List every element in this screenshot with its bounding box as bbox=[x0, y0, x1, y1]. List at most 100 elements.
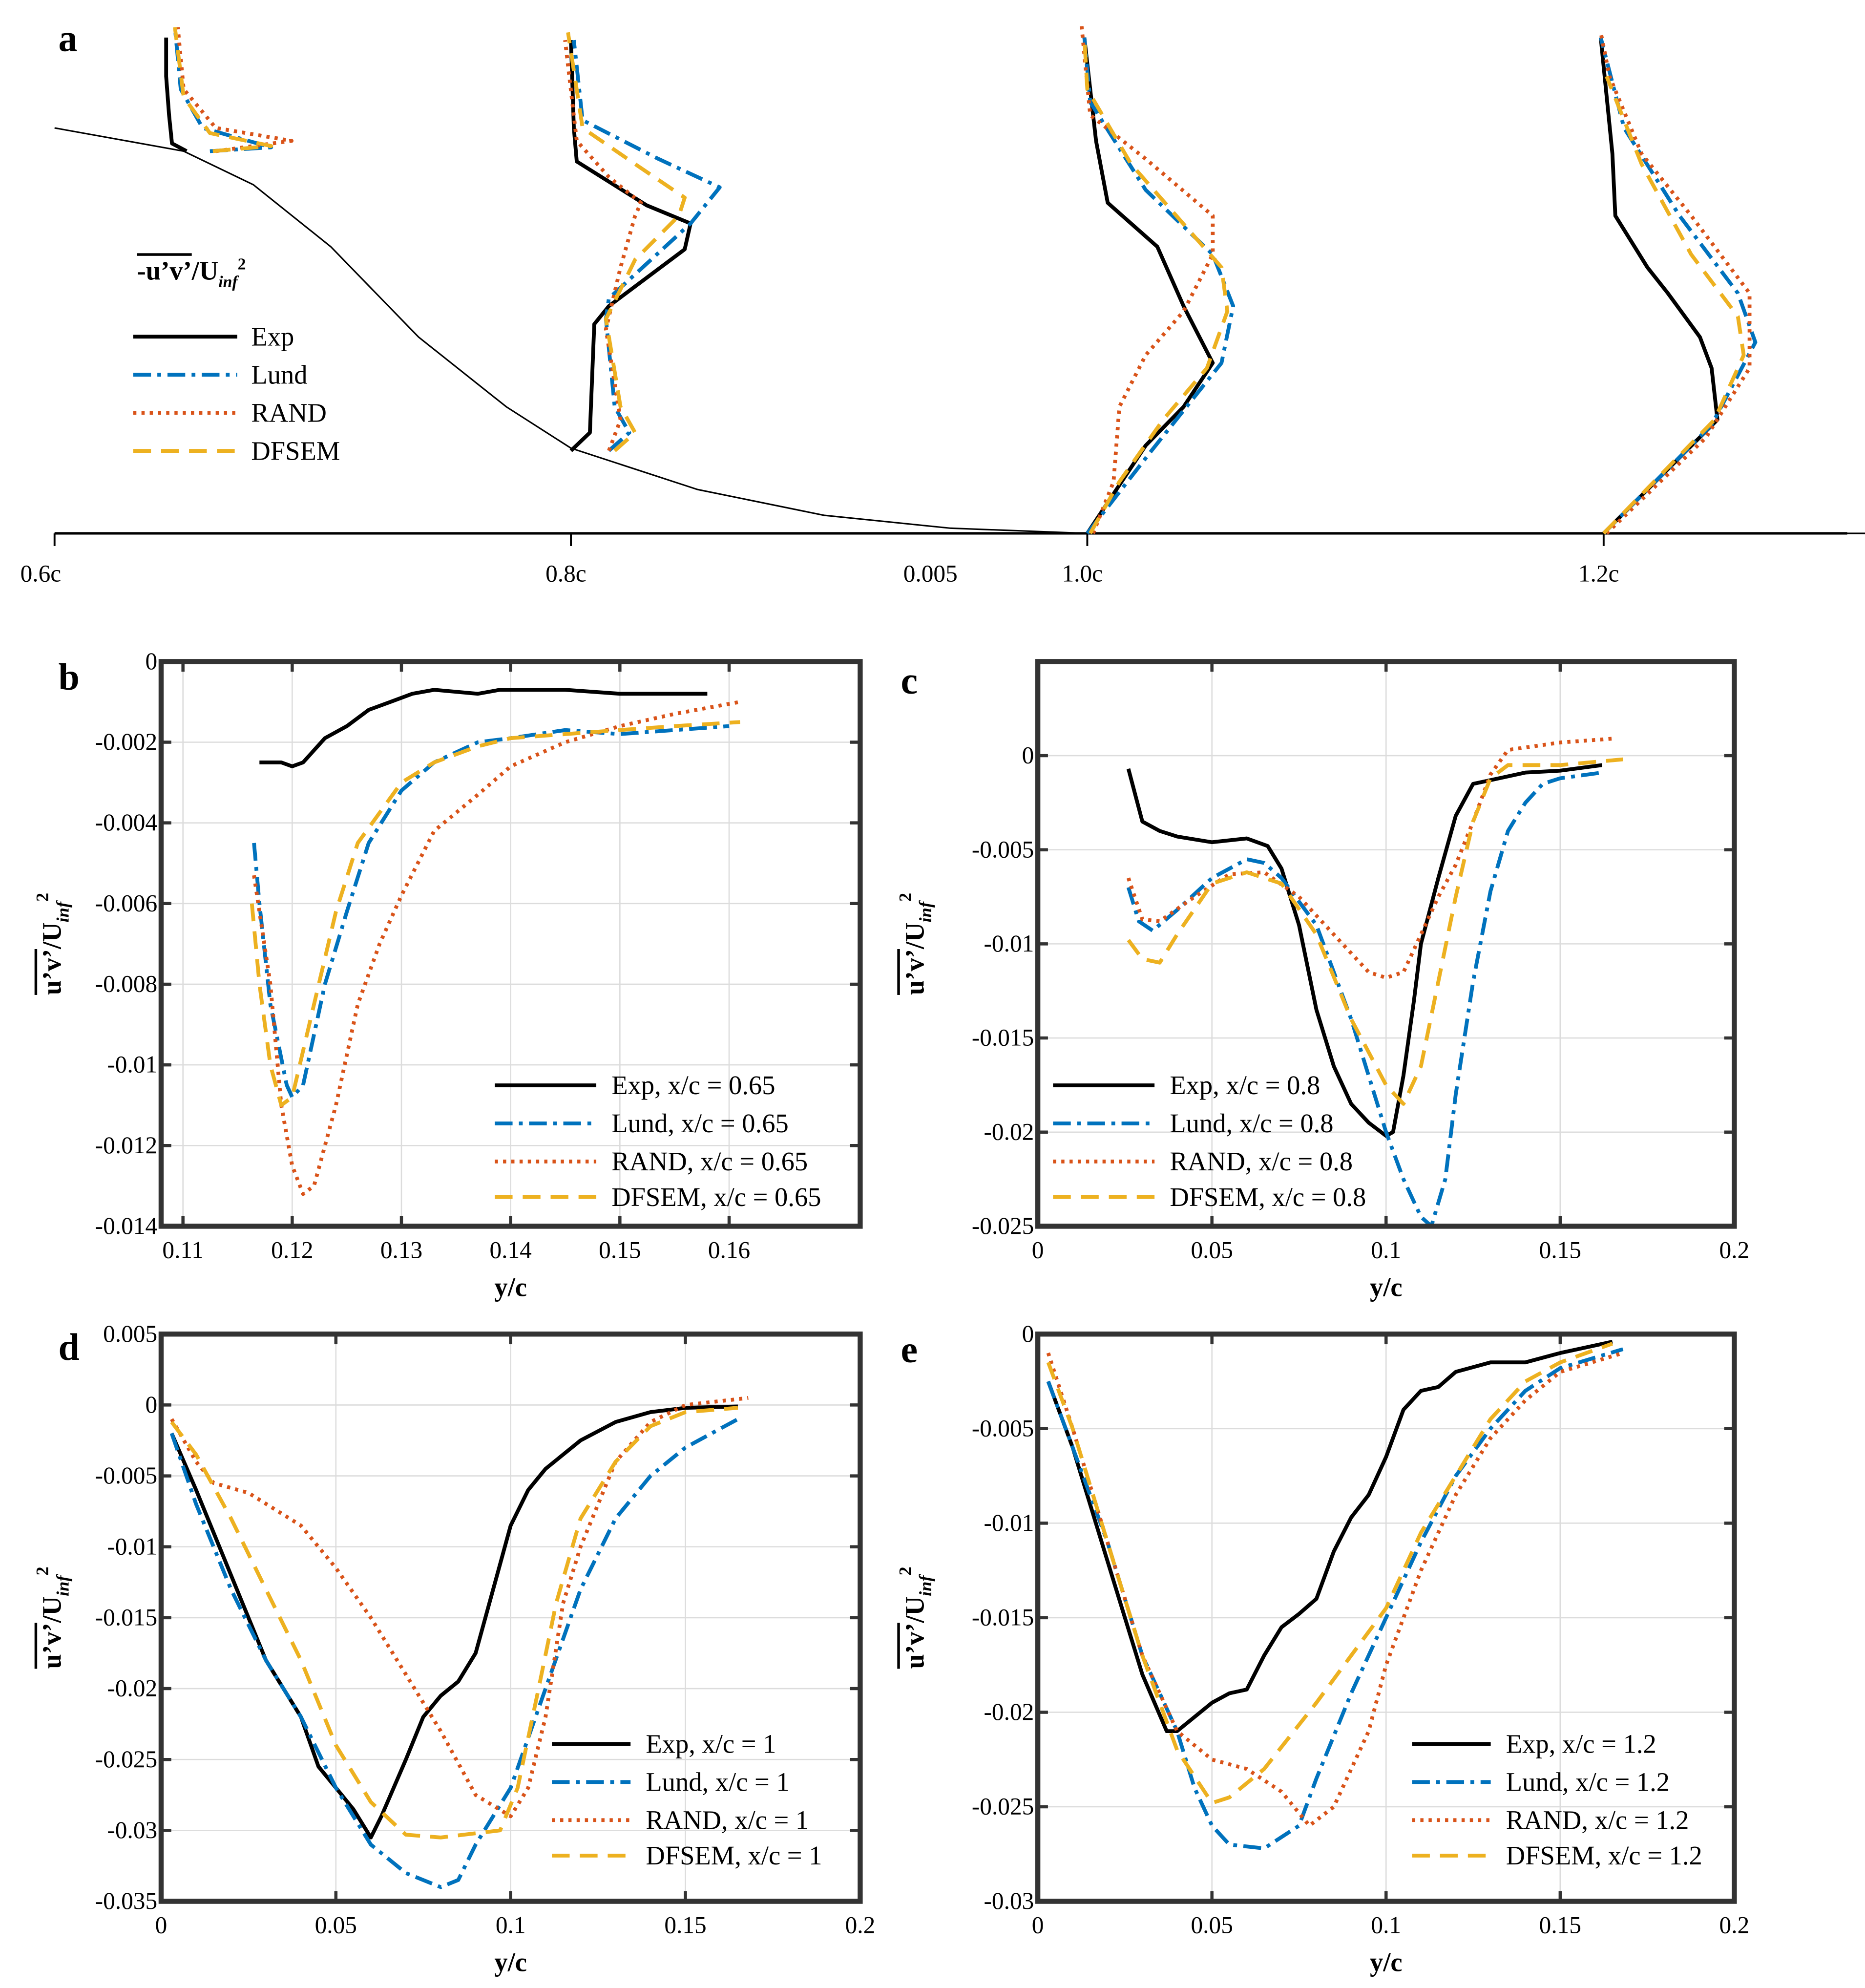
legend-label: Lund, x/c = 0.65 bbox=[611, 1108, 789, 1138]
plot-frame bbox=[158, 659, 863, 1229]
panel-b: b 0.11 0.12 0.13 0.14 0.15 0.16 0 -0.002 -0.004 -0… bbox=[33, 648, 863, 1302]
x-tick-label: 0 bbox=[1032, 1236, 1044, 1263]
y-axis-label: u’v’/Uinf2 bbox=[33, 1566, 73, 1669]
legend-title: -u’v’/Uinf2 bbox=[137, 255, 246, 291]
x-tick-label: 0.1 bbox=[496, 1911, 526, 1938]
legend-label: DFSEM bbox=[251, 436, 340, 465]
y-tick-label: 0 bbox=[145, 648, 157, 675]
y-tick-label: -0.02 bbox=[984, 1118, 1034, 1145]
y-axis-label-rest: /U bbox=[900, 922, 929, 950]
x-tick-label: 0.13 bbox=[380, 1236, 422, 1263]
legend-label: Lund bbox=[251, 360, 307, 389]
x-tick-label: 0.15 bbox=[1539, 1236, 1581, 1263]
y-tick-label: -0.006 bbox=[95, 889, 157, 916]
profile-rand-station-2 bbox=[1079, 24, 1215, 534]
panel-a: a0.6c 0.8c 1.0c 1.2c0.005-u’v’/Uinf2ExpLund… bbox=[21, 18, 1865, 587]
legend-title-main: -u’v’ bbox=[137, 255, 192, 285]
plot-frame bbox=[1035, 659, 1737, 1229]
panel-c: c 0 0.05 0.1 0.15 0.2 0 -0.005 -0.01 -0.015 -0.02 -… bbox=[895, 659, 1749, 1302]
panel-label: b bbox=[59, 656, 80, 698]
y-axis-label-rest: /U bbox=[37, 922, 67, 950]
legend-label: Lund, x/c = 1.2 bbox=[1506, 1767, 1670, 1797]
series-line-rand bbox=[252, 700, 741, 1196]
panel-label: e bbox=[901, 1329, 918, 1371]
legend-label: Exp, x/c = 1.2 bbox=[1506, 1729, 1656, 1759]
y-axis-label-sub: inf bbox=[53, 900, 72, 922]
y-tick-label: -0.02 bbox=[107, 1675, 157, 1702]
x-tick-label: 0.12 bbox=[271, 1236, 313, 1263]
y-axis-label-rest: /U bbox=[37, 1596, 67, 1624]
x-tick-label: 0.2 bbox=[845, 1911, 876, 1938]
y-axis-label-sub: inf bbox=[916, 900, 935, 922]
panel-e: e 0 0.05 0.1 0.15 0.2 0 -0.005 -0.01 -0.015 -0.02 -… bbox=[895, 1320, 1749, 1977]
series-line-dfsem bbox=[1046, 1342, 1614, 1805]
profile-rand-station-3 bbox=[1599, 32, 1752, 535]
panel-d: d 0 0.05 0.1 0.15 0.2 0.005 0 -0.005 -0.01 -0.015 -… bbox=[33, 1320, 876, 1977]
x-axis-label: y/c bbox=[494, 1272, 527, 1302]
y-tick-label: -0.03 bbox=[984, 1887, 1034, 1914]
x-axis-label: y/c bbox=[1370, 1947, 1403, 1977]
series-line-exp bbox=[1046, 1340, 1613, 1734]
series-line-exp bbox=[259, 688, 708, 768]
y-tick-label: -0.02 bbox=[984, 1698, 1034, 1725]
legend-label: Lund, x/c = 1 bbox=[646, 1767, 789, 1797]
y-axis-label-sup: 2 bbox=[33, 1566, 52, 1575]
y-axis-label: u’v’/Uinf2 bbox=[895, 1566, 935, 1669]
legend-label: Exp, x/c = 1 bbox=[646, 1729, 776, 1759]
legend-label: Exp, x/c = 0.65 bbox=[611, 1070, 775, 1100]
y-axis-label-main: u’v’ bbox=[37, 949, 67, 995]
y-axis-label: u’v’/Uinf2 bbox=[895, 893, 935, 995]
legend-label: DFSEM, x/c = 1 bbox=[646, 1840, 822, 1870]
legend-label: Exp bbox=[251, 321, 294, 351]
x-tick-label: 0.05 bbox=[1191, 1911, 1233, 1938]
y-tick-label: -0.01 bbox=[984, 1509, 1034, 1536]
profile-rand-station-1 bbox=[563, 40, 643, 452]
hump-wall-line bbox=[54, 127, 1865, 534]
x-tick-label: 0 bbox=[155, 1911, 168, 1938]
x-tick-label: 0.15 bbox=[599, 1236, 641, 1263]
x-axis-label: y/c bbox=[1370, 1272, 1403, 1302]
series-line-dfsem bbox=[170, 1406, 738, 1840]
y-tick-label: -0.01 bbox=[984, 930, 1034, 957]
x-tick-label: 1.2c bbox=[1578, 560, 1619, 587]
x-tick-label: 0.11 bbox=[162, 1236, 204, 1263]
y-tick-label: -0.025 bbox=[972, 1793, 1034, 1820]
legend-label: RAND, x/c = 0.65 bbox=[611, 1146, 808, 1176]
legend-label: DFSEM, x/c = 0.65 bbox=[611, 1182, 821, 1212]
series-line-lund bbox=[1126, 770, 1602, 1227]
series-line-lund bbox=[169, 1417, 739, 1889]
y-tick-label: -0.015 bbox=[972, 1604, 1034, 1630]
y-tick-label: -0.005 bbox=[972, 1415, 1034, 1441]
series-line-rand bbox=[1126, 737, 1613, 980]
profile-dfsem-station-2 bbox=[1082, 37, 1230, 534]
y-tick-label: -0.005 bbox=[95, 1462, 157, 1489]
y-tick-label: -0.014 bbox=[95, 1212, 157, 1239]
y-tick-label: -0.01 bbox=[107, 1533, 157, 1560]
y-tick-label: -0.025 bbox=[95, 1746, 157, 1773]
y-tick-label: -0.008 bbox=[95, 971, 157, 997]
y-tick-label: -0.005 bbox=[972, 836, 1034, 863]
y-tick-label: -0.03 bbox=[107, 1817, 157, 1843]
series-line-exp bbox=[1126, 763, 1602, 1138]
y-tick-label: -0.004 bbox=[95, 809, 157, 836]
plot-frame bbox=[1035, 1332, 1737, 1904]
x-tick-label: 0.2 bbox=[1719, 1911, 1750, 1938]
y-axis-label-sup: 2 bbox=[895, 893, 915, 902]
y-tick-label: -0.015 bbox=[95, 1604, 157, 1630]
legend-label: RAND, x/c = 1.2 bbox=[1506, 1805, 1689, 1835]
profile-dfsem-station-1 bbox=[566, 32, 687, 452]
x-tick-label: 0.15 bbox=[1539, 1911, 1581, 1938]
y-tick-label: 0.005 bbox=[103, 1320, 157, 1347]
profile-exp-station-3 bbox=[1598, 37, 1719, 535]
legend-label: RAND, x/c = 1 bbox=[646, 1805, 809, 1835]
y-axis-label-sup: 2 bbox=[895, 1566, 915, 1575]
legend-label: Exp, x/c = 0.8 bbox=[1170, 1070, 1320, 1100]
profile-dfsem-station-3 bbox=[1602, 75, 1746, 535]
x-tick-label: 0 bbox=[1032, 1911, 1044, 1938]
y-tick-label: -0.01 bbox=[107, 1051, 157, 1078]
profile-dfsem-station-0 bbox=[173, 27, 273, 153]
legend-title-rest: /U bbox=[191, 255, 219, 285]
y-axis-label-sub: inf bbox=[53, 1574, 72, 1596]
y-axis-label-rest: /U bbox=[900, 1596, 929, 1624]
x-tick-label: 0.6c bbox=[21, 560, 62, 587]
